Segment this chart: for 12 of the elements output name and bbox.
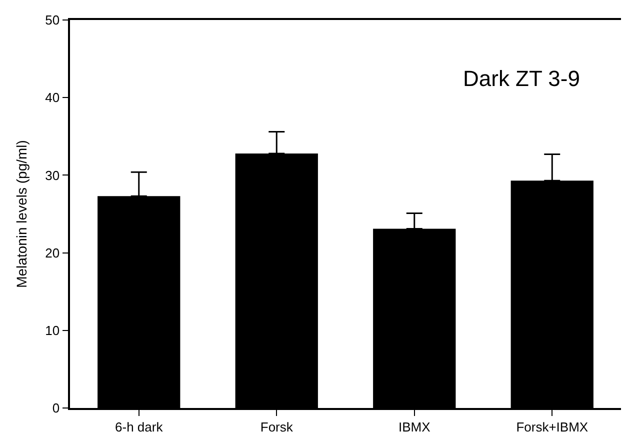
x-tick-label: 6-h dark xyxy=(115,419,164,434)
y-tick-label: 40 xyxy=(45,90,60,106)
x-tick-label: Forsk xyxy=(260,419,294,434)
y-tick-label: 30 xyxy=(45,168,60,183)
x-tick-label: Forsk+IBMX xyxy=(516,419,588,434)
y-tick-label: 10 xyxy=(45,322,60,338)
annotation: Dark ZT 3-9 xyxy=(463,66,580,91)
y-axis-title: Melatonin levels (pg/ml) xyxy=(13,140,30,288)
y-tick-label: 0 xyxy=(52,400,60,416)
x-tick-label: IBMX xyxy=(398,419,431,434)
y-tick-label: 20 xyxy=(45,245,60,260)
y-tick-label: 50 xyxy=(45,12,60,28)
